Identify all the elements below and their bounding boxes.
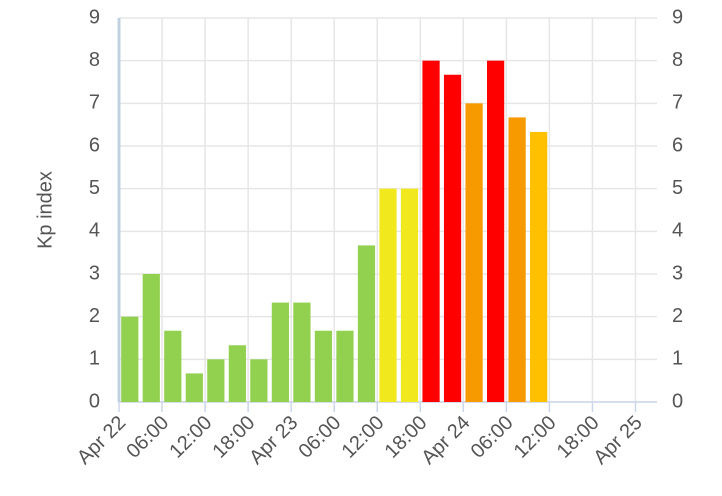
bar	[508, 117, 526, 402]
y-tick-label-right: 4	[672, 220, 683, 242]
x-tick-label: 12:00	[165, 412, 216, 463]
bar	[379, 188, 397, 402]
y-tick-label-right: 2	[672, 305, 683, 327]
bar	[357, 245, 376, 402]
x-tick-label: 12:00	[338, 412, 389, 463]
bar	[486, 60, 505, 403]
bar	[314, 330, 333, 402]
bar	[422, 60, 440, 403]
bar	[465, 103, 483, 402]
y-tick-label: 1	[89, 348, 100, 370]
x-tick-label: 06:00	[122, 412, 173, 463]
bar	[271, 302, 290, 402]
y-tick-label: 2	[89, 305, 100, 327]
y-tick-label: 9	[89, 6, 100, 28]
bar	[121, 316, 139, 402]
y-tick-label: 8	[89, 49, 100, 71]
bar	[336, 330, 354, 402]
x-tick-label: Apr 24	[417, 412, 474, 469]
y-tick-label: 4	[89, 220, 100, 242]
x-tick-label: 06:00	[467, 412, 518, 463]
bar	[228, 345, 246, 402]
y-tick-label: 7	[89, 92, 100, 114]
y-tick-label: 6	[89, 134, 100, 156]
bar	[400, 188, 419, 402]
x-tick-label: 06:00	[295, 412, 346, 463]
bar	[443, 74, 462, 402]
y-tick-label: 0	[89, 390, 100, 412]
bar	[185, 373, 203, 402]
y-tick-label-right: 7	[672, 92, 683, 114]
x-tick-label: Apr 23	[245, 412, 302, 469]
bar	[164, 330, 182, 402]
y-tick-label-right: 1	[672, 348, 683, 370]
x-tick-label: Apr 22	[73, 412, 130, 469]
bar	[207, 359, 225, 402]
bar	[250, 359, 268, 402]
y-tick-label-right: 5	[672, 177, 683, 199]
bar	[293, 302, 311, 402]
x-tick-label: 12:00	[510, 412, 561, 463]
bar	[142, 274, 160, 402]
y-tick-label-right: 8	[672, 49, 683, 71]
y-tick-label-right: 6	[672, 134, 683, 156]
y-tick-label: 5	[89, 177, 100, 199]
y-tick-label-right: 0	[672, 390, 683, 412]
y-tick-label-right: 9	[672, 6, 683, 28]
x-tick-label: Apr 25	[590, 412, 647, 469]
y-axis-label: Kp index	[34, 171, 56, 249]
y-tick-label-right: 3	[672, 262, 683, 284]
bar	[530, 131, 548, 403]
y-tick-label: 3	[89, 262, 100, 284]
